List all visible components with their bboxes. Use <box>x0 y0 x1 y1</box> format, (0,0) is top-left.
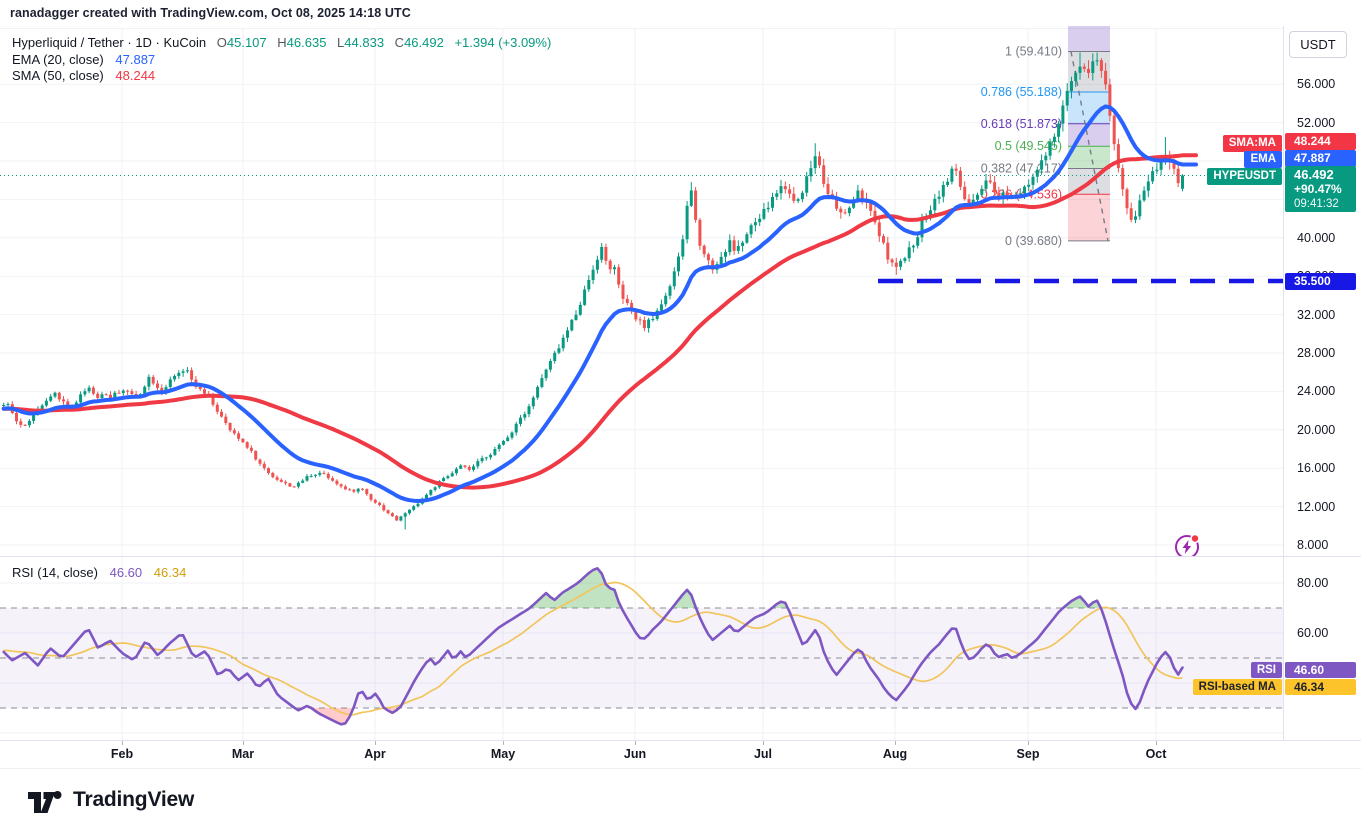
svg-text:0.5 (49.545): 0.5 (49.545) <box>995 139 1062 153</box>
rsi-grid <box>0 557 1283 740</box>
rsi-ma-line-label: RSI-based MA <box>1192 679 1282 695</box>
time-tick <box>243 741 244 745</box>
month-label-feb: Feb <box>110 747 134 761</box>
symbol-title[interactable]: Hyperliquid / Tether · 1D · KuCoin <box>12 35 207 50</box>
pane-separator[interactable] <box>0 556 1361 557</box>
price-tick: 12.000 <box>1297 499 1336 514</box>
month-label-sep: Sep <box>1016 747 1040 761</box>
ema-20-line <box>1 104 1198 503</box>
sma-legend[interactable]: SMA (50, close) 48.244 <box>12 68 155 83</box>
svg-text:0.618 (51.873): 0.618 (51.873) <box>981 117 1062 131</box>
sma-name[interactable]: SMA (50, close) <box>12 68 104 83</box>
last-price: 46.492 <box>1294 167 1334 182</box>
symbol-legend[interactable]: Hyperliquid / Tether · 1D · KuCoin O45.1… <box>12 35 551 50</box>
price-tick: 20.000 <box>1297 422 1336 437</box>
price-tick: 56.000 <box>1297 77 1336 92</box>
rsi-tick: 80.00 <box>1297 576 1329 590</box>
month-label-jul: Jul <box>753 747 773 761</box>
price-pane[interactable]: 1 (59.410) 0.786 (55.188) 0.618 (51.873) 0.… <box>0 26 1283 556</box>
currency-toggle-button[interactable]: USDT <box>1289 31 1347 58</box>
time-tick <box>375 741 376 745</box>
svg-text:0 (39.680): 0 (39.680) <box>1005 234 1062 248</box>
svg-text:0.382 (47.217): 0.382 (47.217) <box>981 162 1062 176</box>
time-tick <box>122 741 123 745</box>
snapshot-watermark: ranadagger created with TradingView.com,… <box>10 6 411 20</box>
svg-text:1 (59.410): 1 (59.410) <box>1005 45 1062 59</box>
time-tick <box>635 741 636 745</box>
sma-value: 48.244 <box>115 68 156 83</box>
close-key: C <box>394 35 405 50</box>
high-value: 46.635 <box>286 35 327 50</box>
month-label-oct: Oct <box>1145 747 1167 761</box>
high-key: H <box>277 35 287 50</box>
price-axis-separator[interactable] <box>1283 26 1284 740</box>
ema-axis-value: 47.887 <box>1285 150 1356 167</box>
bar-countdown: 09:41:32 <box>1294 198 1339 210</box>
sma-line-label: SMA:MA <box>1222 135 1282 152</box>
month-label-may: May <box>490 747 516 761</box>
time-tick <box>503 741 504 745</box>
sma-50-line <box>1 153 1198 490</box>
fib-retracement: 1 (59.410) 0.786 (55.188) 0.618 (51.873) 0.… <box>981 26 1110 248</box>
month-label-aug: Aug <box>882 747 908 761</box>
low-key: L <box>337 35 345 50</box>
time-tick <box>1156 741 1157 745</box>
rsi-tick: 60.00 <box>1297 626 1329 640</box>
time-axis[interactable]: Feb Mar Apr May Jun Jul Aug Sep Oct <box>0 741 1361 768</box>
rsi-name[interactable]: RSI (14, close) <box>12 565 98 580</box>
rsi-line-label: RSI <box>1250 662 1282 678</box>
svg-text:0.786 (55.188): 0.786 (55.188) <box>981 85 1062 99</box>
rsi-ma-value: 46.34 <box>153 565 187 580</box>
rsi-value: 46.60 <box>109 565 143 580</box>
tradingview-logo[interactable]: TradingView <box>28 786 194 814</box>
last-price-axis-block: 46.492 +90.47% 09:41:32 <box>1285 166 1356 212</box>
ema-value: 47.887 <box>115 52 156 67</box>
rsi-ma-axis-value: 46.34 <box>1285 679 1356 695</box>
tradingview-logo-icon <box>28 791 62 813</box>
symbol-price-label: HYPEUSDT <box>1207 168 1282 185</box>
month-label-apr: Apr <box>364 747 386 761</box>
time-tick <box>895 741 896 745</box>
rsi-axis-value: 46.60 <box>1285 662 1356 678</box>
rsi-pane[interactable] <box>0 557 1283 740</box>
sma-axis-value: 48.244 <box>1285 133 1356 150</box>
open-key: O <box>216 35 227 50</box>
time-tick <box>1028 741 1029 745</box>
month-label-jun: Jun <box>623 747 647 761</box>
price-tick: 24.000 <box>1297 384 1336 399</box>
ema-name[interactable]: EMA (20, close) <box>12 52 104 67</box>
rsi-line <box>2 567 1184 726</box>
tradingview-wordmark: TradingView <box>73 788 195 811</box>
price-tick: 28.000 <box>1297 346 1336 361</box>
price-tick: 32.000 <box>1297 307 1336 322</box>
price-tick: 8.000 <box>1297 538 1329 553</box>
time-tick <box>763 741 764 745</box>
low-value: 44.833 <box>344 35 385 50</box>
frame-bottom-line <box>0 768 1361 769</box>
rsi-legend[interactable]: RSI (14, close) 46.60 46.34 <box>12 565 186 580</box>
price-change-percent: +90.47% <box>1294 182 1342 196</box>
time-axis-separator <box>0 740 1361 741</box>
price-tick: 40.000 <box>1297 230 1336 245</box>
close-value: 46.492 <box>404 35 444 50</box>
change-value: +1.394 (+3.09%) <box>454 35 552 50</box>
support-line-axis-value: 35.500 <box>1285 273 1356 290</box>
price-tick: 52.000 <box>1297 115 1336 130</box>
price-tick: 16.000 <box>1297 461 1336 476</box>
open-value: 45.107 <box>226 35 267 50</box>
ema-line-label: EMA <box>1244 151 1282 168</box>
events-icon <box>1175 533 1200 556</box>
pane-top-line <box>0 28 1283 29</box>
ema-legend[interactable]: EMA (20, close) 47.887 <box>12 52 155 67</box>
month-label-mar: Mar <box>231 747 255 761</box>
